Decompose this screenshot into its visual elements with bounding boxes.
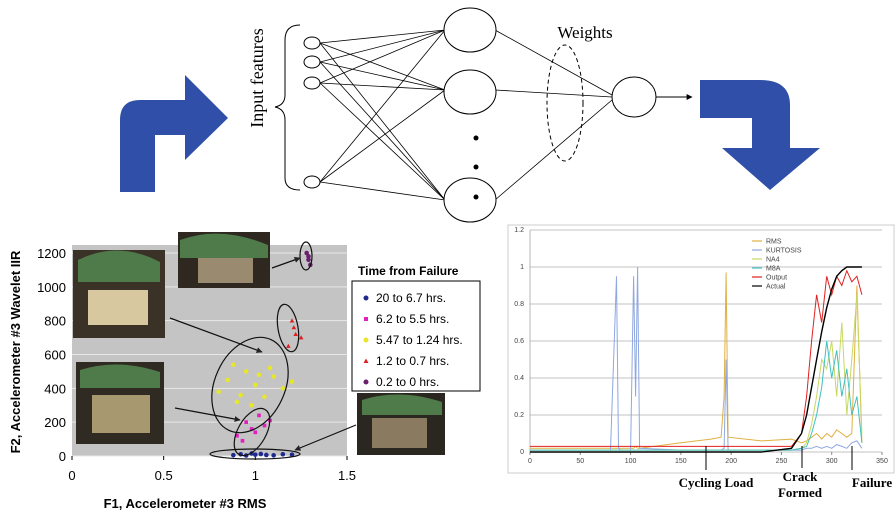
point xyxy=(262,394,267,399)
y-tick-label: 800 xyxy=(44,314,66,329)
y-tick-label: 0.2 xyxy=(514,412,524,419)
y-tick-label: 600 xyxy=(44,348,66,363)
y-tick-label: 1000 xyxy=(37,280,66,295)
neural-network xyxy=(275,8,692,222)
point xyxy=(216,389,221,394)
legend-marker xyxy=(364,296,369,301)
x-tick-label: 0 xyxy=(528,458,532,465)
x-tick-label: 0 xyxy=(68,468,75,483)
legend-label: 0.2 to 0 hrs. xyxy=(376,375,439,389)
annotation: Crack xyxy=(783,469,818,484)
chart-frame xyxy=(508,225,894,473)
point xyxy=(281,386,286,391)
legend-label: 20 to 6.7 hrs. xyxy=(376,291,446,305)
y-tick-label: 0.8 xyxy=(514,301,524,308)
point xyxy=(257,414,261,418)
point xyxy=(271,374,276,379)
x-tick-label: 250 xyxy=(776,458,788,465)
x-axis-title: F1, Accelerometer #3 RMS xyxy=(104,496,267,511)
point xyxy=(235,400,240,405)
y-axis-title: F2, Accelerometer #3 Wavelet IIR xyxy=(8,250,23,453)
flow-arrow xyxy=(700,80,820,190)
point xyxy=(238,393,243,398)
x-tick-label: 100 xyxy=(625,458,637,465)
y-tick-label: 0.4 xyxy=(514,375,524,382)
y-tick-label: 200 xyxy=(44,415,66,430)
x-tick-label: 1.5 xyxy=(338,468,356,483)
point xyxy=(259,452,264,457)
point xyxy=(231,453,236,458)
legend-label: Output xyxy=(766,275,787,282)
legend-label: 5.47 to 1.24 hrs. xyxy=(376,333,463,347)
legend-label: M8A xyxy=(766,266,781,273)
legend-label: 1.2 to 0.7 hrs. xyxy=(376,354,449,368)
point xyxy=(253,430,257,434)
x-tick-label: 200 xyxy=(725,458,737,465)
point xyxy=(271,453,276,458)
x-tick-label: 0.5 xyxy=(155,468,173,483)
legend-label: KURTOSIS xyxy=(766,248,802,255)
x-tick-label: 50 xyxy=(576,458,584,465)
legend-label: NA4 xyxy=(766,257,780,264)
point xyxy=(306,254,311,259)
input-label: Input features xyxy=(247,28,267,127)
legend-marker xyxy=(364,338,369,343)
legend-label: 6.2 to 5.5 hrs. xyxy=(376,312,449,326)
x-tick-label: 300 xyxy=(826,458,838,465)
legend-marker xyxy=(364,380,369,385)
y-tick-label: 1 xyxy=(520,264,524,271)
point xyxy=(253,383,258,388)
point xyxy=(290,379,295,384)
y-tick-label: 1200 xyxy=(37,246,66,261)
weights-label: Weights xyxy=(557,23,612,42)
legend-label: RMS xyxy=(766,239,782,246)
y-tick-label: 0 xyxy=(59,449,66,464)
y-tick-label: 1.2 xyxy=(514,227,524,234)
legend-label: Actual xyxy=(766,284,786,291)
point xyxy=(244,369,249,374)
y-tick-label: 0.6 xyxy=(514,338,524,345)
annotation: Failure xyxy=(852,475,892,490)
x-tick-label: 150 xyxy=(675,458,687,465)
point xyxy=(249,403,254,408)
point xyxy=(226,378,231,383)
point xyxy=(241,439,245,443)
point xyxy=(281,452,286,457)
point xyxy=(268,366,273,371)
x-tick-label: 350 xyxy=(876,458,888,465)
annotation: Cycling Load xyxy=(679,475,755,490)
legend-marker xyxy=(364,317,368,321)
legend-title: Time from Failure xyxy=(358,264,459,278)
point xyxy=(231,362,236,367)
x-tick-label: 1 xyxy=(252,468,259,483)
point xyxy=(264,453,269,458)
figure: Input features Weights 02004006008001000… xyxy=(0,0,896,513)
y-tick-label: 0 xyxy=(520,449,524,456)
point xyxy=(244,420,248,424)
point xyxy=(257,373,262,378)
flow-arrow xyxy=(120,75,228,192)
y-tick-label: 400 xyxy=(44,381,66,396)
annotation: Formed xyxy=(778,485,823,500)
